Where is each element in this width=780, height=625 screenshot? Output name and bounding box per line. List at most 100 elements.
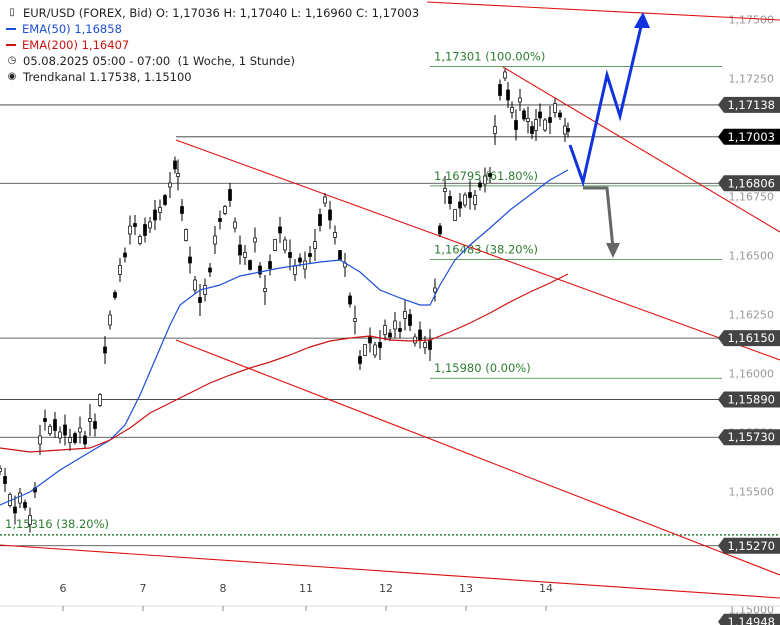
candle-body bbox=[133, 223, 137, 227]
ema50-line bbox=[0, 169, 569, 506]
candle-body bbox=[273, 239, 277, 251]
candle-body bbox=[566, 128, 570, 132]
candle-body bbox=[103, 346, 107, 354]
candle-body bbox=[388, 332, 392, 338]
candle-body bbox=[228, 189, 232, 201]
y-tick-label: 1,16750 bbox=[729, 191, 775, 204]
price-badge-label: 1,14948 bbox=[727, 615, 775, 625]
candle-body bbox=[108, 314, 112, 326]
y-tick-label: 1,17500 bbox=[729, 14, 775, 27]
ema200-row: EMA(200) 1,16407 bbox=[6, 37, 419, 53]
candle-body bbox=[93, 421, 97, 429]
trend-line bbox=[0, 544, 780, 599]
candle-body bbox=[506, 89, 510, 101]
time-range: 05.08.2025 05:00 - 07:00 bbox=[23, 54, 171, 68]
candle-body bbox=[88, 418, 92, 422]
candle-body bbox=[548, 117, 552, 123]
candle-body bbox=[278, 226, 282, 234]
candle-body bbox=[168, 182, 172, 188]
candle-body bbox=[113, 292, 117, 298]
x-tick-label: 14 bbox=[539, 582, 553, 595]
price-badge-label: 1,15730 bbox=[727, 430, 775, 444]
candle-body bbox=[413, 336, 417, 344]
candle-body bbox=[68, 437, 72, 443]
candle-body bbox=[298, 257, 302, 263]
y-tick-label: 1,16000 bbox=[729, 368, 775, 381]
bullish-scenario-path bbox=[568, 17, 645, 188]
candle-body bbox=[153, 209, 157, 221]
fib-level-label: 1,15980 (0.00%) bbox=[434, 361, 531, 375]
candle-body bbox=[526, 118, 530, 122]
candle-body bbox=[408, 314, 412, 326]
time-row: ◷ 05.08.2025 05:00 - 07:00 (1 Woche, 1 S… bbox=[6, 53, 419, 69]
price-badge-label: 1,15890 bbox=[727, 392, 775, 406]
price-badge-label: 1,17003 bbox=[727, 130, 775, 144]
candle-body bbox=[248, 260, 252, 270]
candle-body bbox=[368, 336, 372, 344]
candle-body bbox=[243, 252, 247, 258]
candle-body bbox=[128, 225, 132, 235]
bars-icon: ▯ bbox=[9, 7, 15, 18]
candle-body bbox=[283, 239, 287, 251]
candle-body bbox=[198, 297, 202, 303]
x-tick-label: 8 bbox=[220, 582, 227, 595]
candle-body bbox=[458, 201, 462, 209]
candle-body bbox=[543, 119, 547, 131]
candle-body bbox=[438, 225, 442, 235]
ema50-value: 1,16858 bbox=[74, 22, 122, 36]
candle-body bbox=[158, 207, 162, 213]
candle-body bbox=[188, 256, 192, 264]
candle-body bbox=[448, 196, 452, 204]
channel-label: Trendkanal bbox=[23, 70, 86, 84]
ohlc-values: O: 1,17036 H: 1,17040 L: 1,16960 C: 1,17… bbox=[155, 6, 420, 20]
candle-body bbox=[488, 173, 492, 177]
candle-body bbox=[53, 419, 57, 431]
candle-body bbox=[313, 241, 317, 249]
trend-line bbox=[502, 66, 780, 233]
candle-body bbox=[463, 194, 467, 206]
candle-body bbox=[163, 195, 167, 205]
candle-body bbox=[348, 295, 352, 305]
price-badge-label: 1,15270 bbox=[727, 539, 775, 553]
y-tick-label: 1,16500 bbox=[729, 250, 775, 263]
candle-body bbox=[530, 126, 534, 134]
candle-body bbox=[184, 229, 188, 241]
instrument-row: ▯ EUR/USD (FOREX, Bid) O: 1,17036 H: 1,1… bbox=[6, 5, 419, 21]
x-tick-label: 11 bbox=[299, 582, 313, 595]
price-badge bbox=[718, 429, 780, 446]
candle-body bbox=[73, 433, 77, 443]
trend-line bbox=[426, 1, 780, 21]
time-frame: (1 Woche, 1 Stunde) bbox=[177, 54, 295, 68]
trend-line bbox=[175, 339, 780, 576]
channel-row: ◉ Trendkanal 1.17538, 1.15100 bbox=[6, 69, 419, 85]
candle-body bbox=[518, 97, 522, 103]
candle-body bbox=[203, 285, 207, 295]
candle-body bbox=[268, 261, 272, 269]
candle-body bbox=[323, 196, 327, 204]
candle-body bbox=[58, 431, 62, 439]
candle-body bbox=[213, 235, 217, 245]
candle-body bbox=[493, 126, 497, 134]
candle-body bbox=[193, 279, 197, 291]
price-badge bbox=[718, 330, 780, 347]
ema200-swatch bbox=[6, 44, 16, 46]
candle-body bbox=[208, 267, 212, 273]
price-badge bbox=[718, 175, 780, 192]
candle-body bbox=[398, 328, 402, 332]
candle-body bbox=[563, 125, 567, 135]
x-tick-label: 6 bbox=[60, 582, 67, 595]
candle-body bbox=[48, 426, 52, 434]
candle-body bbox=[498, 84, 502, 96]
x-tick-label: 13 bbox=[459, 582, 473, 595]
candle-body bbox=[514, 120, 518, 130]
ema200-value: 1,16407 bbox=[81, 38, 130, 52]
candle-body bbox=[473, 195, 477, 205]
price-badge bbox=[718, 391, 780, 408]
candle-body bbox=[393, 320, 397, 330]
x-tick-label: 7 bbox=[140, 582, 147, 595]
candle-body bbox=[318, 214, 322, 226]
price-badge bbox=[718, 128, 780, 145]
candle-body bbox=[443, 188, 447, 192]
candle-body bbox=[353, 318, 357, 322]
ema50-swatch bbox=[6, 28, 16, 30]
